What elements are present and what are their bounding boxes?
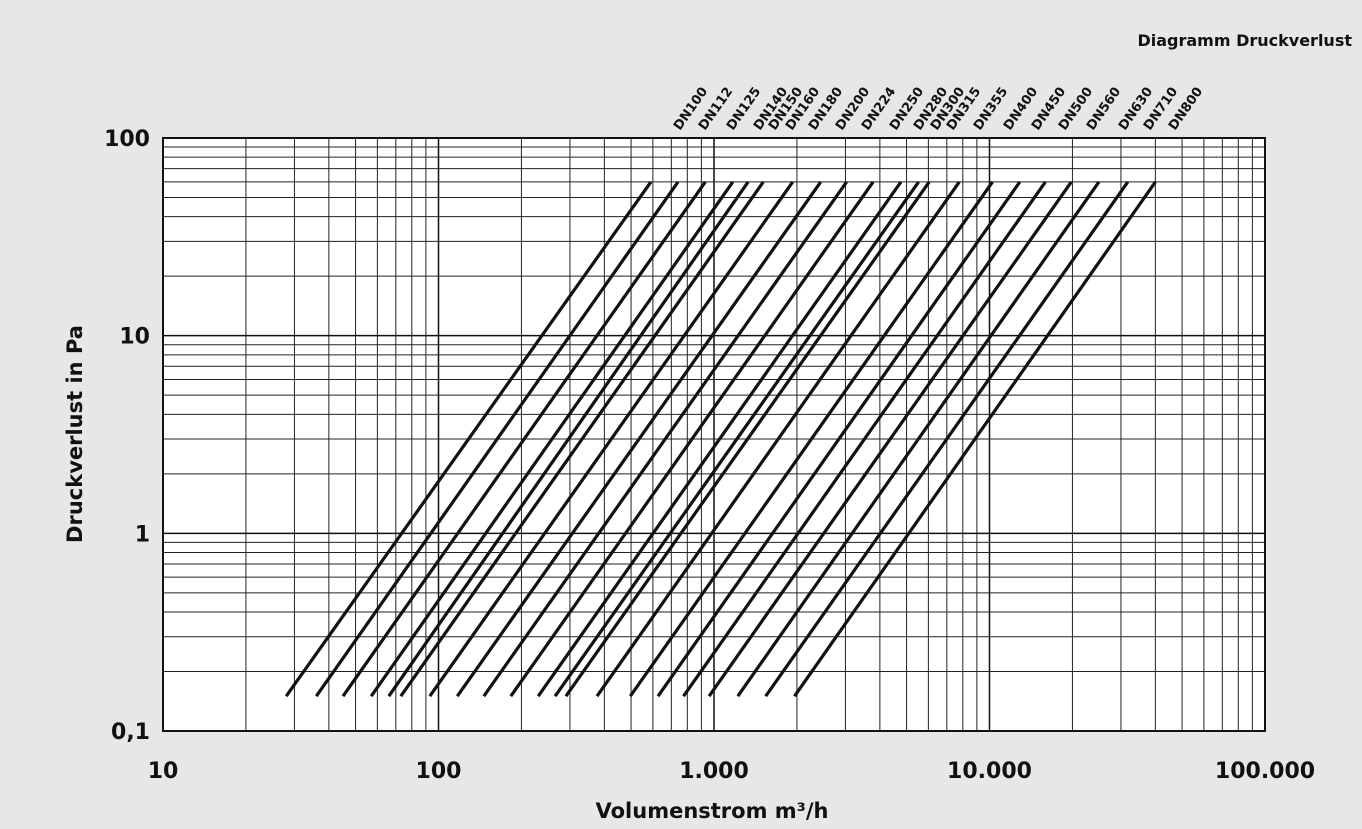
x-tick-labels: 10 100 1.000 10.000 100.000	[148, 759, 1315, 784]
series-line-dn200	[455, 180, 823, 698]
series-line-dn450	[656, 180, 1022, 698]
series-line-dn160	[399, 180, 765, 698]
series-line-dn355	[595, 180, 961, 698]
x-tick-label: 10.000	[947, 759, 1032, 784]
series-line-dn630	[736, 180, 1101, 698]
x-tick-label: 100	[416, 759, 462, 784]
series-line-dn224	[482, 180, 848, 698]
series-line-dn400	[628, 180, 994, 698]
series-line-dn710	[764, 180, 1130, 698]
series-line-dn112	[314, 180, 680, 698]
series-labels: DN100DN112DN125DN140DN150DN160DN180DN200…	[671, 85, 1206, 134]
series-line-dn150	[387, 180, 750, 698]
series-line-dn300	[553, 180, 920, 698]
y-tick-labels: 0,1 1 10 100	[104, 127, 150, 745]
y-tick-label: 10	[119, 325, 150, 350]
y-axis-title: Druckverlust in Pa	[63, 325, 87, 543]
chart-title: Diagramm Druckverlust	[1137, 31, 1352, 50]
series-line-dn250	[509, 180, 875, 698]
y-tick-label: 0,1	[111, 720, 150, 745]
series-lines	[284, 180, 1157, 698]
y-tick-label: 100	[104, 127, 150, 152]
series-line-dn800	[793, 180, 1157, 698]
x-tick-label: 100.000	[1215, 759, 1315, 784]
series-line-dn560	[707, 180, 1073, 698]
x-tick-label: 1.000	[679, 759, 749, 784]
plot-frame	[162, 137, 1266, 732]
series-line-dn280	[536, 180, 903, 698]
x-axis-title: Volumenstrom m³/h	[596, 799, 829, 823]
x-tick-label: 10	[148, 759, 179, 784]
series-line-dn125	[341, 180, 707, 698]
series-line-dn140	[369, 180, 735, 698]
series-line-dn500	[682, 180, 1047, 698]
y-tick-label: 1	[135, 522, 150, 547]
series-line-dn180	[428, 180, 795, 698]
series-line-dn100	[284, 180, 653, 698]
series-line-dn315	[564, 180, 931, 698]
grid-lines	[163, 138, 1265, 731]
